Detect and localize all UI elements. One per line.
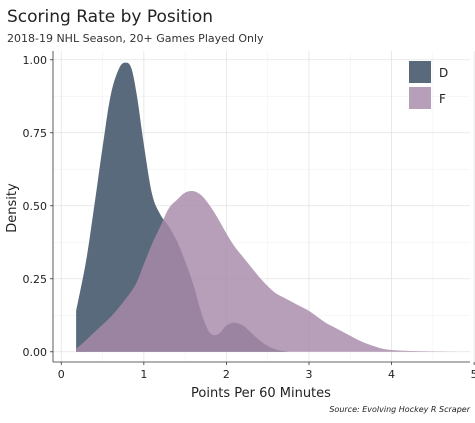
x-tick-label: 2: [223, 368, 230, 381]
x-tick-label: 1: [140, 368, 147, 381]
legend-label-D: D: [439, 66, 448, 80]
y-tick-label: 0.25: [23, 273, 48, 286]
y-axis-label: Density: [5, 183, 20, 233]
legend-label-F: F: [439, 92, 446, 106]
density-areas: [76, 63, 462, 352]
legend-swatch-F: [409, 87, 431, 109]
x-tick-label: 4: [388, 368, 395, 381]
chart-title: Scoring Rate by Position: [7, 7, 213, 27]
y-tick-label: 1.00: [23, 54, 48, 67]
source-caption: Source: Evolving Hockey R Scraper: [329, 405, 470, 414]
y-tick-label: 0.00: [23, 346, 48, 359]
legend-swatch-D: [409, 61, 431, 83]
y-tick-label: 0.75: [23, 127, 48, 140]
y-tick-label: 0.50: [23, 200, 48, 213]
x-tick-label: 5: [471, 368, 475, 381]
x-tick-label: 3: [305, 368, 312, 381]
legend: DF: [409, 61, 448, 109]
chart-subtitle: 2018-19 NHL Season, 20+ Games Played Onl…: [7, 32, 264, 45]
x-axis-label: Points Per 60 Minutes: [191, 386, 331, 401]
x-tick-label: 0: [58, 368, 65, 381]
